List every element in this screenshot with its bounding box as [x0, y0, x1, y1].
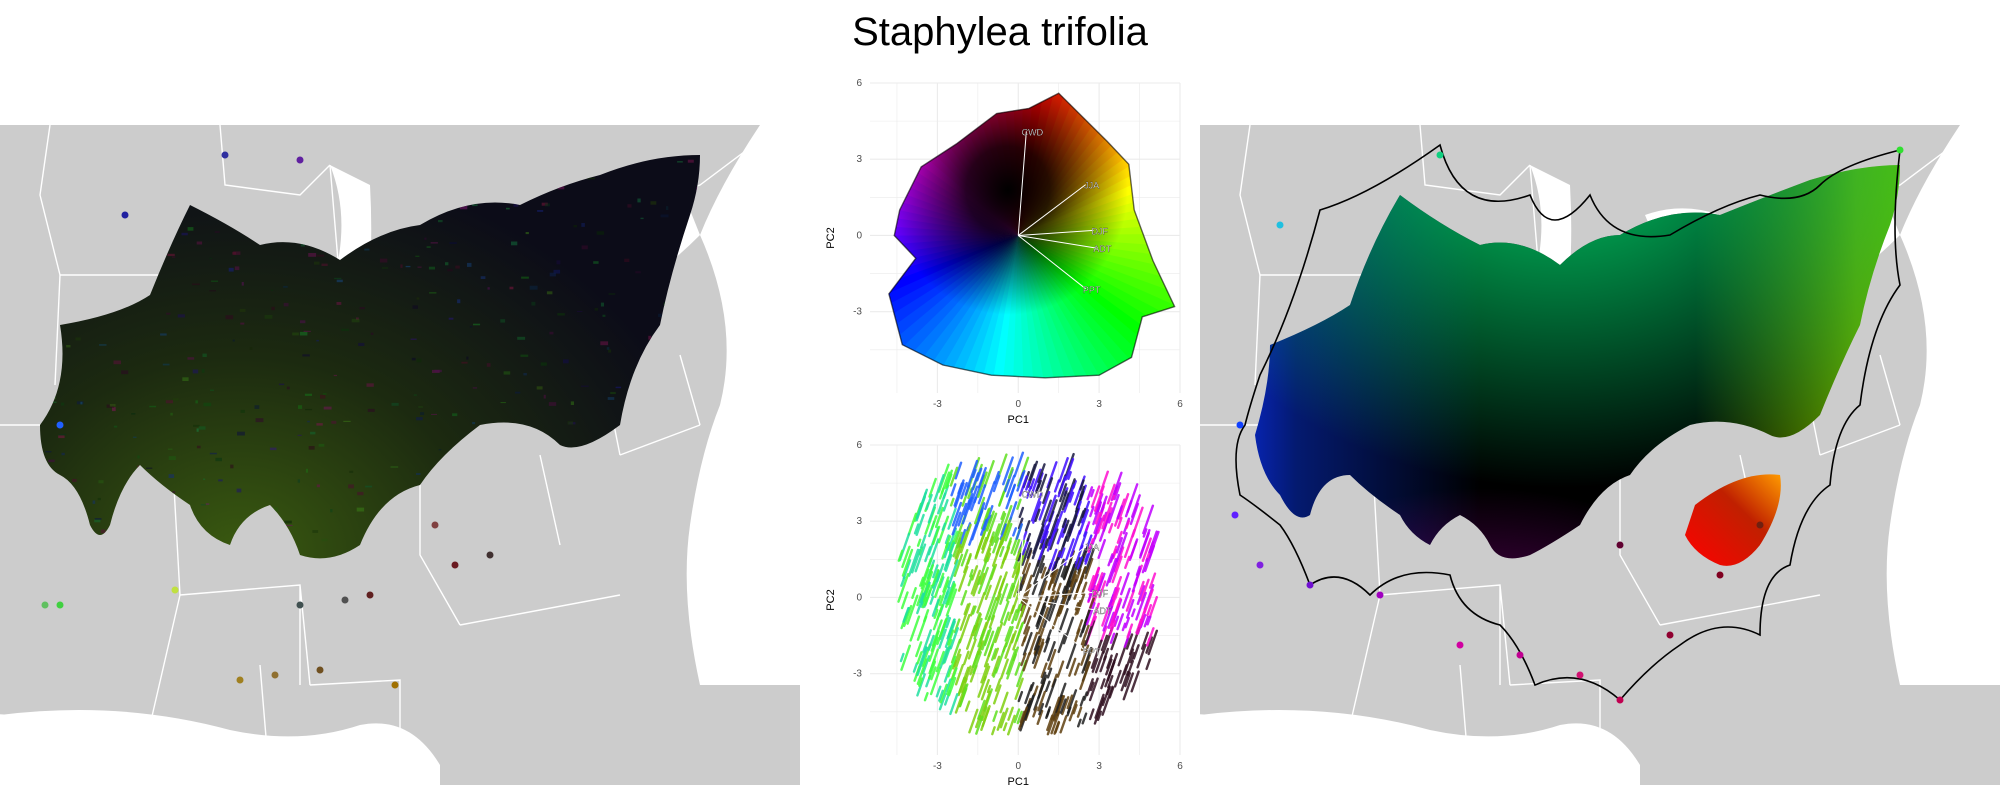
loading-vector [1018, 596, 1097, 611]
loading-vector [1017, 493, 1027, 598]
loading-vector [1017, 235, 1086, 290]
loading-vector [1017, 546, 1086, 598]
y-tick-label: 6 [856, 440, 862, 451]
pca-plot-top: CWD JJA DJF ADT PPT -3 0 3 6 6 3 0 -3 PC1 PC2 [825, 78, 1183, 426]
y-tick-label: 0 [856, 230, 862, 241]
loading-vector [1017, 184, 1086, 236]
y-tick-label: -3 [853, 669, 862, 680]
loading-vector [1017, 131, 1027, 236]
x-tick-label: 3 [1096, 761, 1102, 772]
y-tick-label: 3 [856, 154, 862, 165]
chart-title: Staphylea trifolia [852, 10, 1148, 54]
right-map [1200, 125, 2000, 785]
vector-label: PPT [1083, 647, 1101, 657]
vector-label: PPT [1083, 285, 1101, 295]
vector-label: ADT [1093, 244, 1112, 254]
y-tick-label: -3 [853, 307, 862, 318]
loading-vector [1018, 234, 1097, 249]
atlantic-coast [686, 125, 800, 685]
vector-label: CWD [1022, 127, 1044, 137]
south-carolina-patch [1685, 474, 1781, 566]
loading-vector [1018, 229, 1094, 236]
left-map [0, 125, 800, 785]
gulf-coast [0, 710, 440, 785]
y-tick-label: 3 [856, 516, 862, 527]
x-tick-label: 0 [1015, 399, 1021, 410]
y-tick-label: 0 [856, 592, 862, 603]
x-tick-label: -3 [933, 399, 942, 410]
vector-label: JJA [1084, 543, 1099, 553]
vector-label: ADT [1093, 606, 1112, 616]
vector-label: DJF [1091, 588, 1108, 598]
loading-vector [1017, 597, 1086, 652]
vector-label: JJA [1084, 181, 1099, 191]
y-tick-label: 6 [856, 78, 862, 89]
x-tick-label: 0 [1015, 761, 1021, 772]
x-tick-label: 6 [1177, 399, 1183, 410]
x-axis-label: PC1 [1008, 776, 1029, 788]
vector-label: DJF [1091, 226, 1108, 236]
x-tick-label: 3 [1096, 399, 1102, 410]
vector-label: CWD [1022, 489, 1044, 499]
x-tick-label: -3 [933, 761, 942, 772]
loading-vector [1018, 591, 1094, 598]
x-axis-label: PC1 [1008, 414, 1029, 426]
y-axis-label: PC2 [825, 589, 837, 610]
x-tick-label: 6 [1177, 761, 1183, 772]
convex-hull-outline [1235, 143, 1901, 702]
y-axis-label: PC2 [825, 227, 837, 248]
pca-plot-bottom: CWD JJA DJF ADT PPT -3 0 3 6 6 3 0 -3 PC1 PC2 [825, 440, 1183, 788]
